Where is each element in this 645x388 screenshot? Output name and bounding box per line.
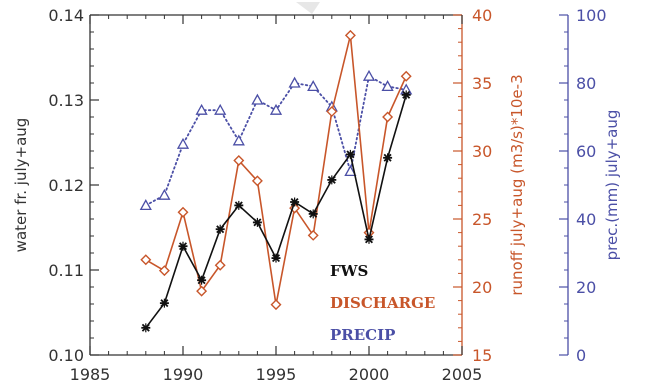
x-tick-label: 1995 (256, 365, 297, 384)
data-point-triangle (269, 103, 283, 115)
data-point-triangle (362, 69, 376, 81)
data-point-triangle (232, 134, 245, 146)
data-point-diamond (326, 106, 338, 118)
data-point-triangle (139, 199, 152, 211)
data-point-star (215, 224, 225, 234)
data-point-star (234, 200, 244, 210)
series-line-precip (144, 74, 408, 207)
data-point-diamond (177, 206, 189, 218)
data-point-triangle (251, 93, 264, 105)
data-point-triangle (176, 137, 190, 149)
right1-tick-label: 30 (472, 142, 492, 161)
legend-entry-fws: FWS (330, 262, 368, 280)
data-point-star (159, 298, 169, 308)
right-axis-precip: 0 20 40 60 80 100 (559, 6, 607, 365)
right2-tick-label: 100 (576, 6, 607, 25)
data-point-star (327, 175, 337, 185)
left-tick-label: 0.12 (48, 176, 84, 195)
data-point-diamond (233, 155, 245, 167)
right1-tick-label: 35 (472, 74, 492, 93)
data-point-diamond (344, 29, 356, 41)
right1-tick-label: 25 (472, 210, 492, 229)
left-tick-label: 0.11 (48, 261, 84, 280)
data-point-star (401, 90, 411, 100)
left-tick-label: 0.14 (48, 6, 84, 25)
series-precip (139, 69, 413, 211)
data-point-diamond (140, 254, 152, 266)
data-point-star (197, 275, 207, 285)
series-layer (139, 29, 413, 333)
data-point-diamond (270, 299, 282, 311)
data-point-triangle (214, 103, 227, 115)
x-tick-label: 2005 (442, 365, 483, 384)
x-axis: 1985 1990 1995 2000 2005 (70, 15, 483, 384)
right1-axis-title: runoff july+aug (m3/s)*10e-3 (508, 74, 526, 295)
data-point-star (345, 149, 355, 159)
right1-tick-label: 20 (472, 278, 492, 297)
legend-entry-precip: PRECIP (330, 326, 395, 344)
data-point-star (141, 323, 151, 333)
left-axis: 0.10 0.11 0.12 0.13 0.14 (48, 6, 99, 365)
right2-tick-label: 60 (576, 142, 596, 161)
data-point-diamond (158, 265, 170, 277)
x-tick-label: 2000 (349, 365, 390, 384)
data-point-star (290, 197, 300, 207)
right-axis-runoff: 15 20 25 30 35 40 (453, 6, 492, 365)
right1-tick-label: 15 (472, 346, 492, 365)
data-point-triangle (195, 103, 208, 115)
data-point-triangle (288, 76, 301, 88)
right2-tick-label: 80 (576, 74, 596, 93)
legend-entry-discharge: DISCHARGE (330, 294, 435, 312)
data-point-triangle (344, 165, 357, 177)
left-axis-title: water fr. july+aug (12, 118, 30, 253)
data-point-star (252, 217, 262, 227)
left-tick-label: 0.13 (48, 91, 84, 110)
x-tick-label: 1990 (163, 365, 204, 384)
series-fws (141, 90, 411, 333)
legend: FWS DISCHARGE PRECIP (330, 262, 435, 344)
data-point-triangle (307, 80, 320, 92)
data-point-diamond (214, 259, 226, 271)
right2-tick-label: 0 (576, 346, 586, 365)
data-point-star (383, 153, 393, 163)
left-tick-label: 0.10 (48, 346, 84, 365)
data-point-triangle (381, 80, 394, 92)
right1-tick-label: 40 (472, 6, 492, 25)
data-point-diamond (382, 111, 394, 123)
data-point-star (178, 241, 188, 251)
x-tick-label: 1985 (70, 365, 111, 384)
right2-axis-title: prec.(mm) july+aug (603, 110, 621, 261)
data-point-star (271, 253, 281, 263)
data-point-diamond (251, 175, 263, 187)
data-point-star (308, 209, 318, 219)
decorative-smudge (296, 2, 320, 14)
data-point-triangle (158, 188, 171, 200)
data-point-diamond (196, 285, 208, 297)
right2-tick-label: 40 (576, 210, 596, 229)
data-point-diamond (307, 229, 319, 241)
right2-tick-label: 20 (576, 278, 596, 297)
data-point-diamond (400, 70, 412, 82)
data-point-star (364, 234, 374, 244)
